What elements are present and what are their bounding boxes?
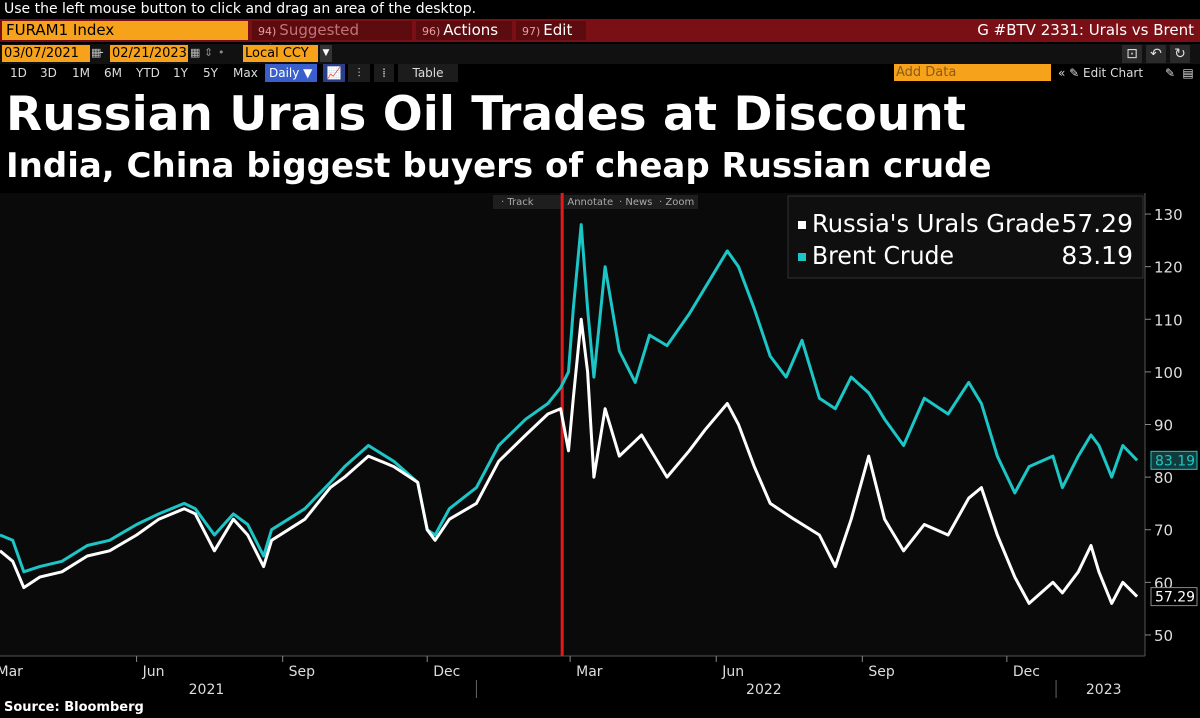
start-date-input[interactable]: 03/07/2021 [2,45,90,62]
x-tick-label: Jun [721,664,744,680]
last-value-label: 57.29 [1155,590,1195,606]
range-max[interactable]: Max [233,66,258,80]
legend: Russia's Urals Grade 57.29 Brent Crude 83.1… [787,195,1144,279]
x-tick-label: Sep [289,664,316,680]
last-value-labels: 57.29 83.19 [1150,450,1198,607]
y-tick-label: 110 [1154,311,1183,329]
x-tick-label: Dec [1013,664,1040,680]
x-tick-label: Mar [0,664,23,680]
edit-number: 97) [522,25,541,38]
x-tick-label: Mar [576,664,603,680]
undo-icon[interactable]: ↶ [1146,45,1166,63]
last-value-box [1150,587,1198,607]
y-tick-label: 70 [1154,522,1173,540]
edit-menu-button[interactable]: 97)Edit ▾ [516,21,586,59]
chart-tool-annotate: · Annotate [561,197,613,208]
brent-crude-line [0,223,1139,574]
ticker-input[interactable]: FURAM1 Index [2,21,248,40]
refresh-icon[interactable]: ↻ [1170,45,1190,63]
chart-subtitle: India, China biggest buyers of cheap Rus… [6,146,992,186]
range-3d[interactable]: 3D [40,66,57,80]
urals-grade-line [0,317,1139,605]
range-6m[interactable]: 6M [104,66,122,80]
y-tick-label: 100 [1154,364,1183,382]
chart-tool-track: · Track [501,197,534,208]
range-1y[interactable]: 1Y [173,66,188,80]
x-tick-label: Jun [142,664,165,680]
end-date-input[interactable]: 02/21/2023 [110,45,188,62]
range-ytd[interactable]: YTD [136,66,160,80]
last-value-box [1150,450,1198,470]
grid-icon[interactable]: ▤ [1182,66,1194,80]
y-tick-label: 120 [1154,259,1183,277]
chevron-down-icon[interactable]: ▼ [320,45,332,62]
spinner-icon[interactable]: ⇕ [204,46,214,59]
legend-series-name: Russia's Urals Grade [812,209,1060,238]
y-tick-label: 50 [1154,627,1173,645]
y-tick-label: 80 [1154,469,1173,487]
suggested-charts-button[interactable]: 94)Suggested Charts [252,21,412,59]
range-5y[interactable]: 5Y [203,66,218,80]
x-tick-label: Sep [868,664,895,680]
date-separator: - [99,45,104,60]
desktop-hint: Use the left mouse button to click and d… [4,1,477,17]
currency-select[interactable]: Local CCY [243,45,318,62]
chart-tools-bar: · Track · Annotate · News · Zoom [493,195,698,209]
range-1m[interactable]: 1M [72,66,90,80]
source-note: Source: Bloomberg [4,700,144,715]
x-year-label: 2022 [746,682,782,698]
calendar-icon[interactable]: ▦ [91,46,102,59]
x-tick-label: Dec [433,664,460,680]
y-tick-label: 130 [1154,206,1183,224]
legend-series-name: Brent Crude [812,241,954,270]
line-chart[interactable]: · Track · Annotate · News · Zoom 5060708090… [0,193,1200,698]
range-1d[interactable]: 1D [10,66,27,80]
calendar-icon[interactable]: ▦ [190,46,201,59]
legend-last-value: 83.19 [1061,241,1133,270]
edit-chart-button[interactable]: « ✎ Edit Chart [1058,66,1144,80]
line-chart-icon[interactable]: 📈 [323,64,345,82]
settings-icon[interactable]: ⁞ [374,64,394,82]
x-year-label: 2023 [1086,682,1122,698]
legend-last-value: 57.29 [1061,209,1133,238]
chart-type-icon[interactable]: ⫶ [348,64,370,82]
chart-title: Russian Urals Oil Trades at Discount [6,87,967,142]
legend-box [787,195,1144,279]
suggested-charts-number: 94) [258,25,277,38]
pin-icon[interactable]: • [218,46,225,59]
y-tick-label: 90 [1154,417,1173,435]
chart-id-label: G #BTV 2331: Urals vs Brent [977,21,1194,39]
add-data-input[interactable]: Add Data [894,64,1051,81]
legend-swatch [798,253,806,261]
pencil-icon[interactable]: ✎ [1164,66,1176,80]
frequency-select[interactable]: Daily ▼ [265,64,317,82]
actions-menu-button[interactable]: 96)Actions ▾ [416,21,512,59]
last-value-label: 83.19 [1155,453,1195,469]
chart-tool-zoom: · Zoom [659,197,694,208]
series-layer [0,223,1139,605]
table-button[interactable]: Table [398,64,458,82]
chart-tools-background [493,195,698,209]
actions-number: 96) [422,25,441,38]
chart-tool-news: · News [619,197,652,208]
x-axis-ticks: Mar Jun Sep Dec Mar Jun Sep Dec 2021 2022 2023 [0,656,1122,698]
present-icon[interactable]: ⊡ [1122,45,1142,63]
x-year-label: 2021 [189,682,225,698]
legend-swatch [798,221,806,229]
